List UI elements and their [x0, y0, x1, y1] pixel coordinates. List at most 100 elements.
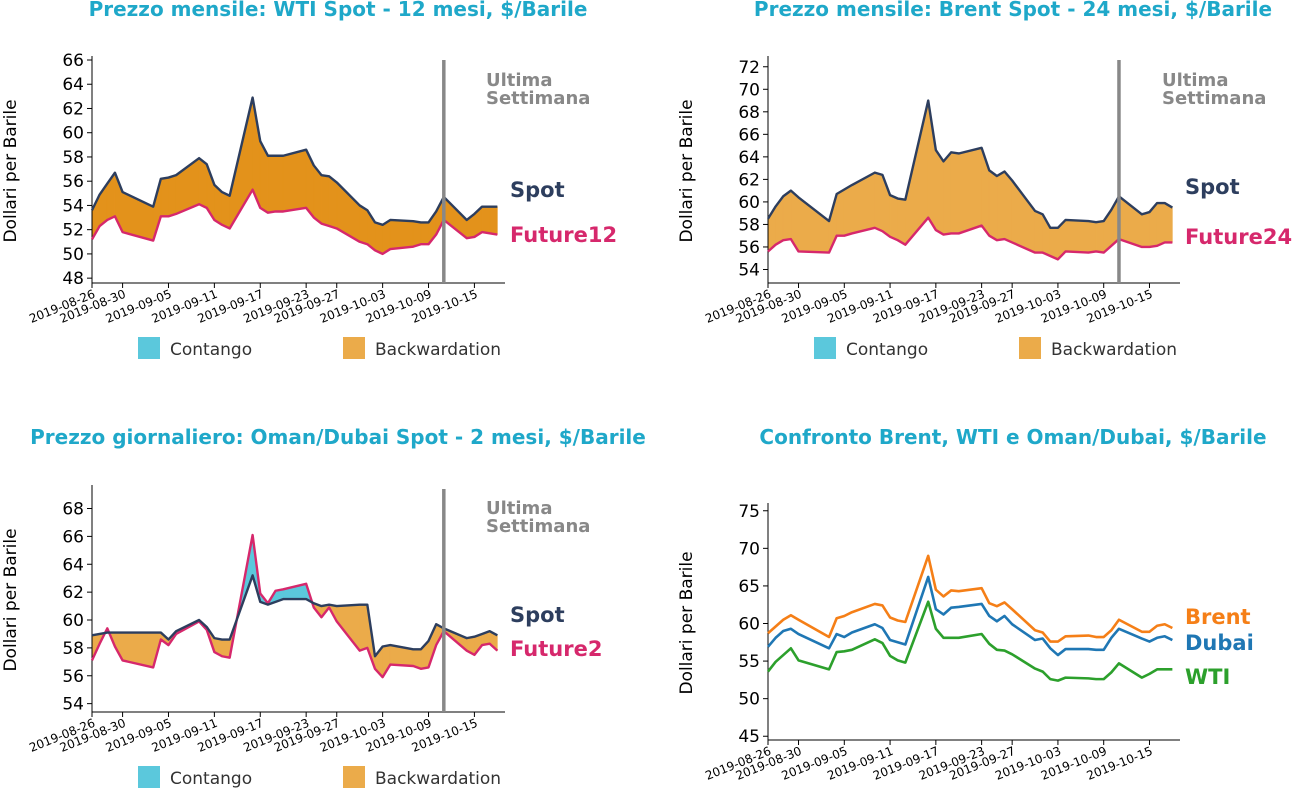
y-tick-label: 64	[738, 148, 760, 168]
backwardation-area	[874, 172, 883, 232]
series-label-dubai: Dubai	[1185, 631, 1254, 655]
legend-label: Contango	[170, 769, 252, 789]
series-label-future2: Future2	[510, 637, 602, 661]
brent-line	[767, 554, 1173, 643]
last-week-label: Settimana	[486, 88, 590, 109]
series-label-future12: Future12	[510, 223, 617, 247]
backwardation-area	[836, 188, 845, 236]
backwardation-area	[1088, 220, 1097, 253]
y-tick-label: 54	[738, 260, 760, 280]
backwardation-area	[275, 155, 284, 212]
series-label-spot: Spot	[1185, 175, 1240, 199]
backwardation-area	[897, 198, 906, 246]
y-tick-label: 50	[62, 245, 84, 265]
y-tick-label: 56	[738, 238, 760, 258]
spot-line	[766, 99, 1173, 230]
y-axis-label: Dollari per Barile	[677, 99, 697, 242]
dubai-line	[767, 575, 1173, 657]
last-week-label: Ultima	[486, 498, 552, 519]
backwardation-area	[321, 174, 330, 227]
backwardation-area	[336, 181, 360, 243]
y-tick-label: 70	[738, 539, 760, 559]
y-tick-label: 48	[62, 269, 84, 289]
series-label-spot: Spot	[510, 178, 565, 202]
backwardation-area	[359, 204, 368, 245]
legend-swatch-contango	[138, 337, 160, 359]
y-tick-label: 56	[62, 172, 84, 192]
brent-panel: Prezzo mensile: Brent Spot - 24 mesi, $/…	[677, 0, 1292, 360]
legend-label: Contango	[170, 340, 252, 360]
y-tick-label: 65	[738, 577, 760, 597]
future2-line	[90, 533, 499, 679]
backwardation-area	[168, 174, 177, 217]
backwardation-area	[843, 184, 853, 237]
y-tick-label: 60	[62, 611, 84, 631]
last-week-label: Settimana	[486, 516, 590, 537]
backwardation-area	[412, 220, 422, 248]
legend-label: Contango	[846, 340, 928, 360]
y-axis-label: Dollari per Barile	[1, 99, 21, 242]
backwardation-area	[996, 170, 1005, 241]
backwardation-area	[221, 191, 230, 229]
y-tick-label: 62	[62, 583, 84, 603]
y-tick-label: 50	[738, 690, 760, 710]
last-week-label: Settimana	[1162, 88, 1266, 109]
spot-line	[91, 574, 498, 658]
backwardation-area	[221, 639, 230, 659]
y-tick-label: 54	[62, 695, 84, 715]
legend-swatch-contango	[814, 337, 836, 359]
backwardation-area	[374, 221, 383, 255]
y-tick-label: 66	[62, 527, 84, 547]
last-week-label: Ultima	[486, 70, 552, 91]
future24-line	[767, 216, 1173, 261]
legend-swatch-backwardation	[1019, 337, 1041, 359]
oman-dubai-panel: Prezzo giornaliero: Oman/Dubai Spot - 2 …	[1, 425, 646, 789]
y-tick-label: 64	[62, 75, 84, 95]
backwardation-area	[389, 219, 414, 250]
comparison-panel: Confronto Brent, WTI e Oman/Dubai, $/Bar…	[677, 425, 1267, 783]
y-tick-label: 60	[62, 124, 84, 144]
legend-swatch-backwardation	[343, 766, 365, 788]
backwardation-area	[420, 222, 429, 245]
chart-title: Prezzo mensile: Brent Spot - 24 mesi, $/…	[754, 0, 1272, 21]
wti-panel: Prezzo mensile: WTI Spot - 12 mesi, $/Ba…	[1, 0, 617, 360]
backwardation-area	[1049, 227, 1059, 260]
series-label-wti: WTI	[1185, 665, 1230, 689]
chart-title: Confronto Brent, WTI e Oman/Dubai, $/Bar…	[759, 425, 1266, 449]
backwardation-area	[328, 175, 338, 229]
backwardation-area	[988, 169, 998, 241]
legend-label: Backwardation	[375, 769, 501, 789]
y-tick-label: 58	[62, 148, 84, 168]
backwardation-area	[1141, 211, 1150, 248]
backwardation-area	[1004, 170, 1013, 243]
y-tick-label: 70	[738, 80, 760, 100]
series-label-future24: Future24	[1185, 225, 1292, 249]
backwardation-area	[282, 149, 307, 212]
legend-swatch-contango	[138, 766, 160, 788]
backwardation-area	[160, 177, 169, 217]
backwardation-area	[943, 151, 952, 235]
y-tick-label: 62	[738, 170, 760, 190]
y-tick-label: 75	[738, 502, 760, 522]
y-tick-label: 60	[738, 193, 760, 213]
last-week-label: Ultima	[1162, 70, 1228, 91]
y-tick-label: 52	[62, 221, 84, 241]
backwardation-area	[798, 196, 830, 253]
y-axis-label: Dollari per Barile	[1, 528, 21, 671]
y-tick-label: 60	[738, 615, 760, 635]
y-tick-label: 72	[738, 58, 760, 78]
backwardation-area	[359, 604, 368, 652]
series-label-brent: Brent	[1185, 605, 1251, 629]
legend-label: Backwardation	[375, 340, 501, 360]
backwardation-area	[481, 206, 491, 234]
y-tick-label: 66	[62, 51, 84, 71]
y-tick-label: 55	[738, 652, 760, 672]
legend-swatch-backwardation	[343, 337, 365, 359]
wti-line	[766, 600, 1173, 682]
y-tick-label: 58	[62, 639, 84, 659]
y-tick-label: 66	[738, 125, 760, 145]
backwardation-area	[1164, 202, 1173, 243]
backwardation-area	[851, 172, 876, 234]
backwardation-area	[1034, 210, 1043, 253]
